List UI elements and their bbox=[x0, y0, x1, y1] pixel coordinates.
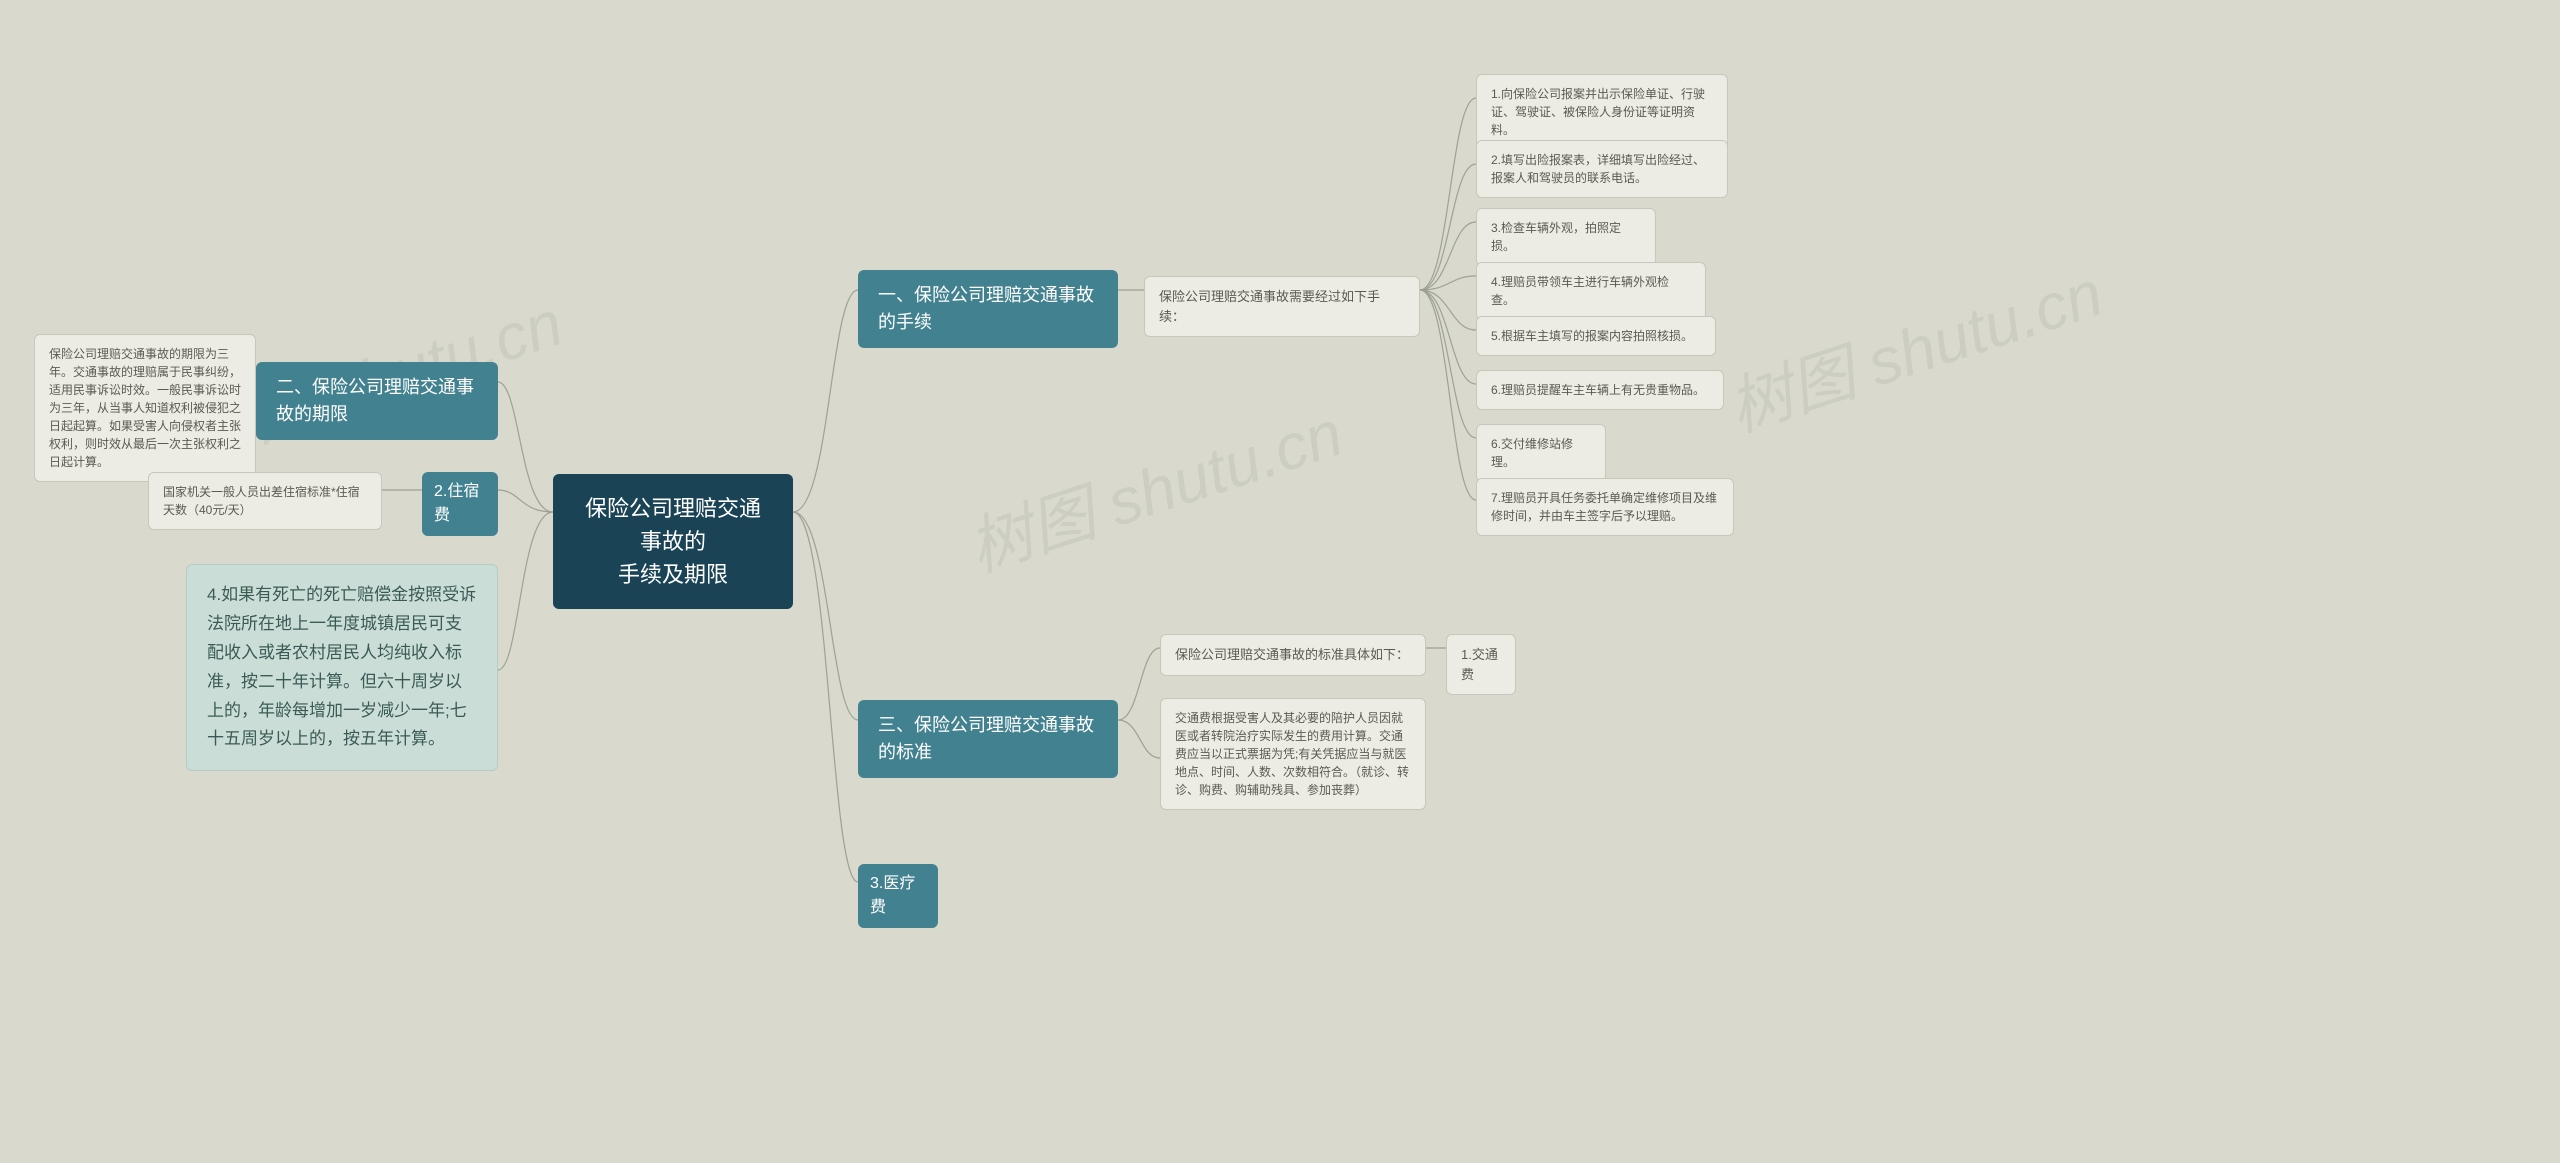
section3-sub2: 交通费根据受害人及其必要的陪护人员因就医或者转院治疗实际发生的费用计算。交通费应… bbox=[1160, 698, 1426, 810]
s1-item-7: 6.交付维修站修理。 bbox=[1476, 424, 1606, 482]
fee2-desc-text: 国家机关一般人员出差住宿标准*住宿天数（40元/天） bbox=[163, 485, 360, 517]
section1-title-text: 一、保险公司理赔交通事故的手续 bbox=[878, 285, 1094, 332]
s1-item-6-text: 6.理赔员提醒车主车辆上有无贵重物品。 bbox=[1491, 383, 1705, 397]
fee2-desc: 国家机关一般人员出差住宿标准*住宿天数（40元/天） bbox=[148, 472, 382, 530]
root-line1: 保险公司理赔交通事故的 bbox=[585, 496, 761, 554]
fee2-title[interactable]: 2.住宿费 bbox=[422, 472, 498, 536]
s1-item-5: 5.根据车主填写的报案内容拍照核损。 bbox=[1476, 316, 1716, 356]
s1-item-6: 6.理赔员提醒车主车辆上有无贵重物品。 bbox=[1476, 370, 1724, 410]
s1-item-2: 2.填写出险报案表，详细填写出险经过、报案人和驾驶员的联系电话。 bbox=[1476, 140, 1728, 198]
fee3-title[interactable]: 3.医疗费 bbox=[858, 864, 938, 928]
root-line2: 手续及期限 bbox=[618, 562, 728, 587]
section2-title[interactable]: 二、保险公司理赔交通事故的期限 bbox=[256, 362, 498, 440]
s1-item-8-text: 7.理赔员开具任务委托单确定维修项目及维修时间，并由车主签字后予以理赔。 bbox=[1491, 491, 1717, 523]
fee3-title-text: 3.医疗费 bbox=[870, 875, 915, 916]
s1-item-3-text: 3.检查车辆外观，拍照定损。 bbox=[1491, 221, 1621, 253]
fee1-text: 1.交通费 bbox=[1461, 647, 1498, 682]
section1-title[interactable]: 一、保险公司理赔交通事故的手续 bbox=[858, 270, 1118, 348]
s1-item-8: 7.理赔员开具任务委托单确定维修项目及维修时间，并由车主签字后予以理赔。 bbox=[1476, 478, 1734, 536]
section1-sub-text: 保险公司理赔交通事故需要经过如下手续： bbox=[1159, 289, 1380, 324]
fee1: 1.交通费 bbox=[1446, 634, 1516, 695]
root-node[interactable]: 保险公司理赔交通事故的 手续及期限 bbox=[553, 474, 793, 609]
watermark-2: 树图 shutu.cn bbox=[955, 382, 1352, 589]
s1-item-5-text: 5.根据车主填写的报案内容拍照核损。 bbox=[1491, 329, 1693, 343]
section2-title-text: 二、保险公司理赔交通事故的期限 bbox=[276, 377, 474, 424]
s1-item-4: 4.理赔员带领车主进行车辆外观检查。 bbox=[1476, 262, 1706, 320]
section3-title-text: 三、保险公司理赔交通事故的标准 bbox=[878, 715, 1094, 762]
s1-item-1: 1.向保险公司报案并出示保险单证、行驶证、驾驶证、被保险人身份证等证明资料。 bbox=[1476, 74, 1728, 150]
fee4-desc: 4.如果有死亡的死亡赔偿金按照受诉法院所在地上一年度城镇居民可支配收入或者农村居… bbox=[186, 564, 498, 771]
section2-desc-text: 保险公司理赔交通事故的期限为三年。交通事故的理赔属于民事纠纷，适用民事诉讼时效。… bbox=[49, 347, 241, 469]
s1-item-7-text: 6.交付维修站修理。 bbox=[1491, 437, 1573, 469]
section3-title[interactable]: 三、保险公司理赔交通事故的标准 bbox=[858, 700, 1118, 778]
s1-item-3: 3.检查车辆外观，拍照定损。 bbox=[1476, 208, 1656, 266]
s1-item-2-text: 2.填写出险报案表，详细填写出险经过、报案人和驾驶员的联系电话。 bbox=[1491, 153, 1705, 185]
s1-item-4-text: 4.理赔员带领车主进行车辆外观检查。 bbox=[1491, 275, 1669, 307]
section2-desc: 保险公司理赔交通事故的期限为三年。交通事故的理赔属于民事纠纷，适用民事诉讼时效。… bbox=[34, 334, 256, 482]
fee2-title-text: 2.住宿费 bbox=[434, 483, 479, 524]
section1-sub: 保险公司理赔交通事故需要经过如下手续： bbox=[1144, 276, 1420, 337]
section3-sub2-text: 交通费根据受害人及其必要的陪护人员因就医或者转院治疗实际发生的费用计算。交通费应… bbox=[1175, 711, 1409, 797]
watermark-3: 树图 shutu.cn bbox=[1715, 242, 2112, 449]
section3-sub1-text: 保险公司理赔交通事故的标准具体如下： bbox=[1175, 647, 1409, 662]
section3-sub1: 保险公司理赔交通事故的标准具体如下： bbox=[1160, 634, 1426, 676]
fee4-desc-text: 4.如果有死亡的死亡赔偿金按照受诉法院所在地上一年度城镇居民可支配收入或者农村居… bbox=[207, 585, 476, 748]
s1-item-1-text: 1.向保险公司报案并出示保险单证、行驶证、驾驶证、被保险人身份证等证明资料。 bbox=[1491, 87, 1705, 137]
